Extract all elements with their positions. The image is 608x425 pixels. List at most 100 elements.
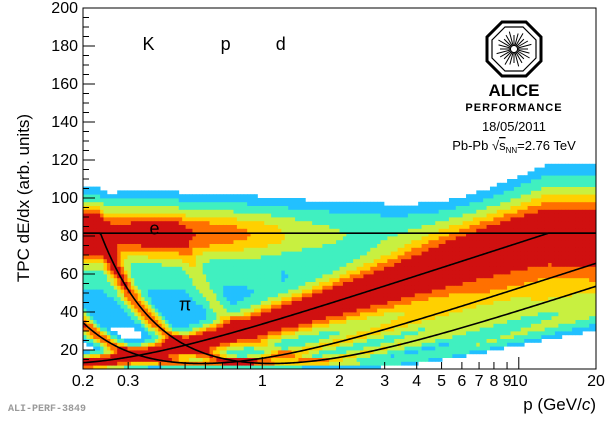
- heatmap-cell: [117, 338, 122, 343]
- heatmap-cell: [428, 232, 433, 237]
- heatmap-cell: [144, 331, 149, 336]
- heatmap-cell: [370, 224, 375, 229]
- heatmap-cell: [353, 224, 357, 229]
- heatmap-cell: [383, 342, 388, 347]
- heatmap-cell: [117, 350, 122, 355]
- heatmap-cell: [360, 304, 364, 309]
- heatmap-cell: [161, 266, 166, 271]
- heatmap-cell: [370, 266, 375, 271]
- heatmap-cell: [445, 270, 450, 275]
- heatmap-cell: [459, 285, 464, 290]
- heatmap-cell: [100, 342, 104, 347]
- heatmap-cell: [202, 365, 207, 369]
- heatmap-cell: [151, 194, 156, 199]
- heatmap-cell: [83, 217, 87, 222]
- heatmap-cell: [274, 220, 279, 225]
- heatmap-cell: [366, 220, 371, 225]
- heatmap-cell: [165, 228, 169, 233]
- heatmap-cell: [366, 255, 371, 260]
- heatmap-cell: [356, 342, 361, 347]
- heatmap-cell: [182, 334, 186, 339]
- heatmap-cell: [318, 300, 323, 305]
- heatmap-cell: [120, 198, 125, 203]
- heatmap-cell: [414, 331, 419, 336]
- heatmap-cell: [168, 243, 173, 248]
- heatmap-cell: [240, 357, 245, 362]
- heatmap-cell: [124, 342, 128, 347]
- heatmap-cell: [209, 342, 214, 347]
- heatmap-cell: [189, 217, 193, 222]
- heatmap-cell: [305, 277, 310, 282]
- heatmap-cell: [370, 293, 375, 298]
- heatmap-cell: [445, 255, 450, 260]
- heatmap-cell: [356, 346, 361, 351]
- heatmap-cell: [452, 236, 457, 241]
- heatmap-cell: [353, 247, 357, 252]
- heatmap-cell: [342, 300, 347, 305]
- heatmap-cell: [274, 277, 279, 282]
- heatmap-cell: [161, 304, 166, 309]
- heatmap-cell: [151, 300, 156, 305]
- heatmap-cell: [260, 243, 265, 248]
- heatmap-cell: [154, 224, 159, 229]
- heatmap-cell: [428, 255, 433, 260]
- heatmap-cell: [342, 247, 347, 252]
- heatmap-cell: [83, 304, 87, 309]
- heatmap-cell: [178, 285, 183, 290]
- heatmap-cell: [291, 338, 296, 343]
- heatmap-cell: [93, 289, 98, 294]
- heatmap-cell: [120, 217, 125, 222]
- heatmap-cell: [373, 220, 378, 225]
- heatmap-cell: [257, 213, 262, 218]
- heatmap-cell: [182, 289, 186, 294]
- heatmap-cell: [377, 251, 381, 256]
- heatmap-cell: [267, 209, 272, 214]
- heatmap-cell: [421, 209, 426, 214]
- heatmap-cell: [435, 236, 440, 241]
- heatmap-cell: [356, 258, 361, 263]
- heatmap-cell: [301, 209, 306, 214]
- heatmap-cell: [199, 353, 204, 358]
- heatmap-cell: [414, 312, 419, 317]
- heatmap-cell: [322, 308, 327, 313]
- heatmap-cell: [425, 224, 429, 229]
- heatmap-cell: [360, 243, 364, 248]
- heatmap-cell: [257, 220, 262, 225]
- heatmap-cell: [243, 228, 248, 233]
- heatmap-cell: [455, 289, 460, 294]
- heatmap-cell: [312, 312, 316, 317]
- heatmap-cell: [250, 350, 255, 355]
- heatmap-cell: [216, 217, 221, 222]
- heatmap-cell: [312, 270, 316, 275]
- heatmap-cell: [137, 209, 142, 214]
- heatmap-cell: [271, 270, 275, 275]
- heatmap-cell: [421, 342, 426, 347]
- heatmap-cell: [274, 266, 279, 271]
- heatmap-cell: [106, 285, 111, 290]
- heatmap-cell: [318, 262, 323, 267]
- heatmap-cell: [288, 239, 293, 244]
- heatmap-cell: [230, 270, 234, 275]
- heatmap-cell: [356, 308, 361, 313]
- heatmap-cell: [158, 205, 163, 210]
- heatmap-cell: [305, 315, 310, 320]
- heatmap-cell: [271, 323, 275, 328]
- heatmap-cell: [301, 338, 306, 343]
- heatmap-cell: [353, 285, 357, 290]
- heatmap-cell: [349, 289, 354, 294]
- heatmap-cell: [96, 350, 101, 355]
- heatmap-cell: [254, 312, 258, 317]
- heatmap-cell: [120, 209, 125, 214]
- heatmap-cell: [93, 300, 98, 305]
- heatmap-cell: [110, 285, 115, 290]
- heatmap-cell: [206, 350, 210, 355]
- heatmap-cell: [89, 319, 94, 324]
- heatmap-cell: [318, 247, 323, 252]
- heatmap-cell: [216, 293, 221, 298]
- heatmap-cell: [171, 270, 176, 275]
- heatmap-cell: [161, 247, 166, 252]
- heatmap-cell: [274, 346, 279, 351]
- heatmap-cell: [86, 266, 91, 271]
- heatmap-cell: [209, 296, 214, 301]
- heatmap-cell: [325, 308, 330, 313]
